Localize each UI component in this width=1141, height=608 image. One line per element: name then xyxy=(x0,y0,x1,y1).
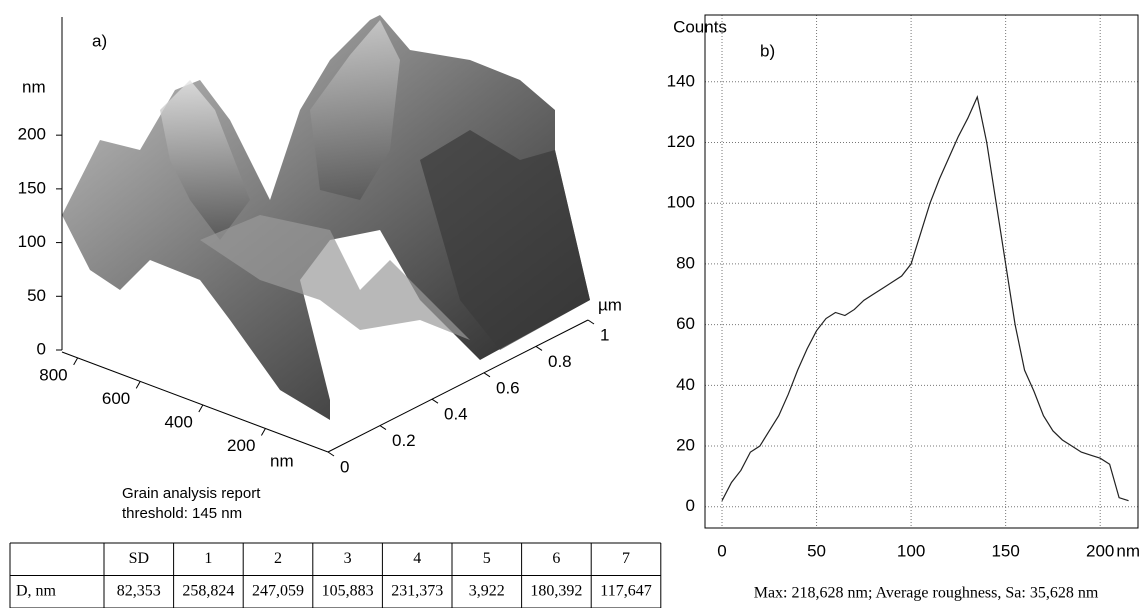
y-tick xyxy=(327,451,335,457)
x-tick-label: 150 xyxy=(991,541,1019,560)
table-cell: 117,647 xyxy=(600,582,651,599)
y-tick xyxy=(535,345,543,351)
x-tick-label: 100 xyxy=(897,541,925,560)
table-cell: 258,824 xyxy=(182,582,234,599)
table-cell: 247,059 xyxy=(252,582,304,599)
column-header: 6 xyxy=(552,550,560,567)
y-tick-label: 40 xyxy=(676,375,695,394)
y-tick-label: 0.4 xyxy=(444,405,468,424)
x-tick-label: 200 xyxy=(1086,541,1114,560)
z-tick-label: 150 xyxy=(18,178,46,197)
y-tick xyxy=(587,319,595,325)
table-cell: 3,922 xyxy=(469,582,505,599)
column-header: 5 xyxy=(483,550,491,567)
x-tick-label: 50 xyxy=(807,541,826,560)
y-tick-label: 100 xyxy=(667,193,695,212)
column-header: 4 xyxy=(413,550,421,567)
x-axis xyxy=(61,351,329,453)
y-tick-label: 20 xyxy=(676,436,695,455)
z-axis-label: nm xyxy=(22,77,46,96)
y-tick-label: 60 xyxy=(676,314,695,333)
y-tick-label: 0 xyxy=(686,496,695,515)
row-label: D, nm xyxy=(16,582,57,599)
table-cell: 180,392 xyxy=(530,582,582,599)
column-header: 1 xyxy=(204,550,212,567)
y-tick xyxy=(379,425,387,431)
plot-frame xyxy=(704,14,1139,529)
y-axis-label: µm xyxy=(598,295,622,314)
x-tick-label: 200 xyxy=(227,436,255,455)
x-tick-label: 800 xyxy=(39,365,67,384)
x-tick xyxy=(73,357,79,366)
table-cell: 82,353 xyxy=(117,582,161,599)
column-header: 7 xyxy=(622,550,630,567)
column-header: SD xyxy=(129,550,149,567)
x-tick-label: 600 xyxy=(102,389,130,408)
histogram-line xyxy=(721,95,1129,502)
panel-label: a) xyxy=(92,31,107,50)
report-threshold: threshold: 145 nm xyxy=(122,505,242,522)
z-tick-label: 50 xyxy=(27,286,46,305)
grain-table: D, nm SD 82,353 1 258,824 2 247,059 3 105,883 4 23… xyxy=(9,542,662,608)
y-tick-label: 0.8 xyxy=(548,352,572,371)
report-title: Grain analysis report xyxy=(122,485,261,502)
caption: Max: 218,628 nm; Average roughness, Sa: … xyxy=(754,585,1099,602)
y-tick-label: 0 xyxy=(340,457,349,476)
y-tick-label: 120 xyxy=(667,132,695,151)
table-cell: 105,883 xyxy=(322,582,374,599)
z-tick-label: 100 xyxy=(18,232,46,251)
y-tick-label: 80 xyxy=(676,253,695,272)
y-tick-label: 140 xyxy=(667,71,695,90)
y-tick xyxy=(431,398,439,404)
x-tick xyxy=(260,428,266,436)
x-tick-label: 400 xyxy=(164,412,192,431)
y-tick-label: 0.2 xyxy=(392,431,416,450)
y-axis-label: Counts xyxy=(673,17,727,36)
y-tick-label: 1 xyxy=(600,325,609,344)
y-tick xyxy=(483,372,491,378)
x-tick xyxy=(135,381,141,389)
y-axis xyxy=(327,319,589,453)
x-tick-label: 0 xyxy=(717,541,726,560)
z-tick-label: 0 xyxy=(37,339,46,358)
column-header: 3 xyxy=(344,550,352,567)
column-header: 2 xyxy=(274,550,282,567)
z-tick-label: 200 xyxy=(18,125,46,144)
y-tick-label: 0.6 xyxy=(496,378,520,397)
x-axis-label: nm xyxy=(270,451,294,470)
x-axis-label: nm xyxy=(1116,541,1140,560)
surface xyxy=(62,15,590,420)
x-tick xyxy=(198,404,204,413)
panel-label: b) xyxy=(760,41,775,60)
table-cell: 231,373 xyxy=(391,582,443,599)
